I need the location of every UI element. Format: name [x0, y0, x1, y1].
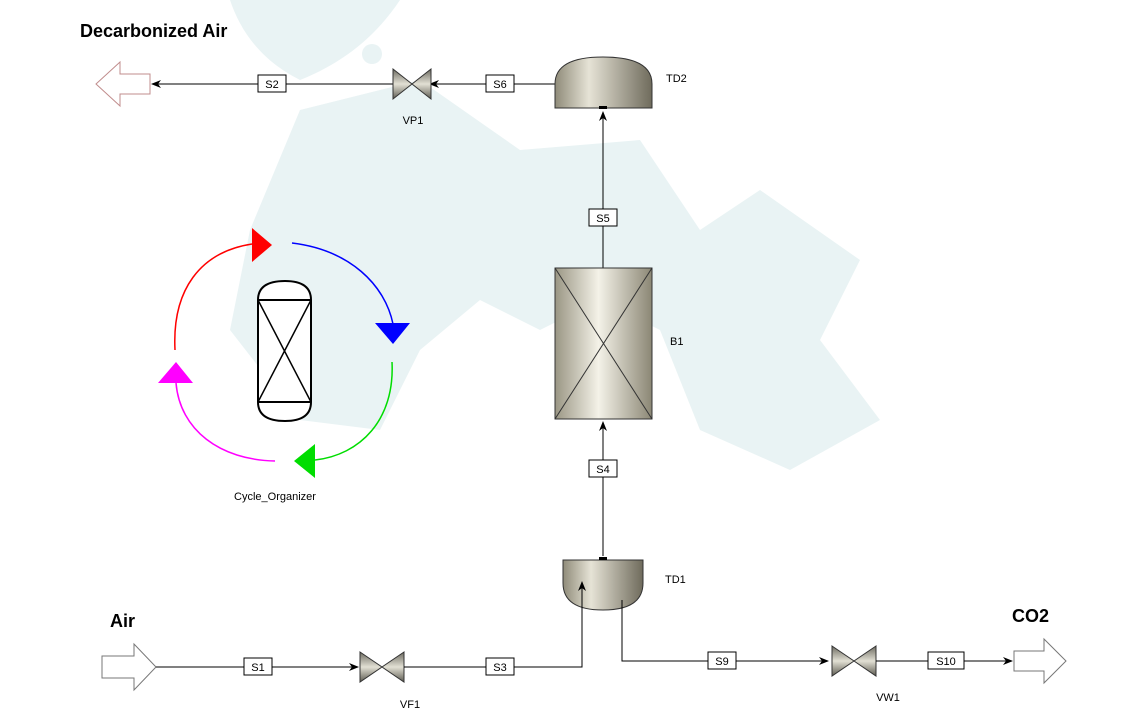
- cycle-arc-green: [314, 361, 393, 461]
- stream-label-s5[interactable]: S5: [588, 208, 618, 227]
- stream-label-s3[interactable]: S3: [485, 657, 515, 676]
- stream-s9-line[interactable]: [621, 600, 829, 665]
- cycle-arc-magenta: [175, 382, 276, 462]
- stream-label-s9[interactable]: S9: [707, 651, 737, 670]
- valve-vw1[interactable]: [831, 645, 877, 677]
- svg-text:S1: S1: [251, 662, 264, 674]
- label-td2: TD2: [666, 73, 687, 85]
- svg-text:S10: S10: [936, 656, 956, 668]
- label-cycle-organizer: Cycle_Organizer: [234, 491, 316, 503]
- label-b1: B1: [670, 336, 683, 348]
- svg-text:S2: S2: [265, 79, 278, 91]
- column-b1[interactable]: [554, 267, 653, 420]
- svg-text:S6: S6: [493, 79, 506, 91]
- outlet-decarbonized-air-arrow-icon[interactable]: [95, 60, 151, 108]
- svg-text:S5: S5: [596, 213, 609, 225]
- cycle-arrow-green-icon: [294, 444, 315, 478]
- cycle-arc-blue: [291, 242, 394, 325]
- stream-label-s1[interactable]: S1: [243, 657, 273, 676]
- cycle-arc-red: [174, 243, 253, 351]
- cycle-column-icon: [257, 279, 312, 423]
- label-vp1: VP1: [403, 115, 424, 127]
- stream-label-s2[interactable]: S2: [257, 74, 287, 93]
- heading-co2: CO2: [1012, 606, 1049, 626]
- svg-text:S4: S4: [596, 464, 609, 476]
- stream-s3-line[interactable]: [404, 587, 583, 668]
- svg-text:S3: S3: [493, 662, 506, 674]
- stream-label-s4[interactable]: S4: [588, 459, 618, 478]
- valve-vf1[interactable]: [359, 651, 405, 683]
- svg-text:S9: S9: [715, 656, 728, 668]
- tank-td2[interactable]: [554, 56, 653, 109]
- stream-label-s6[interactable]: S6: [485, 74, 515, 93]
- tank-td1[interactable]: [562, 557, 644, 611]
- watermark-dot-icon: [362, 44, 382, 64]
- label-vf1: VF1: [400, 699, 420, 711]
- cycle-organizer[interactable]: [158, 228, 410, 478]
- heading-decarbonized-air: Decarbonized Air: [80, 21, 227, 41]
- stream-label-s10[interactable]: S10: [927, 651, 965, 670]
- heading-air: Air: [110, 611, 135, 631]
- label-td1: TD1: [665, 574, 686, 586]
- valve-vp1[interactable]: [392, 67, 432, 101]
- inlet-air-arrow-icon[interactable]: [101, 642, 157, 692]
- cycle-arrow-magenta-icon: [158, 362, 193, 383]
- outlet-co2-arrow-icon[interactable]: [1013, 637, 1067, 685]
- label-vw1: VW1: [876, 692, 900, 704]
- cycle-arrow-red-icon: [252, 228, 272, 262]
- watermark-drop-icon: [230, 0, 400, 80]
- cycle-arrow-blue-icon: [375, 323, 410, 344]
